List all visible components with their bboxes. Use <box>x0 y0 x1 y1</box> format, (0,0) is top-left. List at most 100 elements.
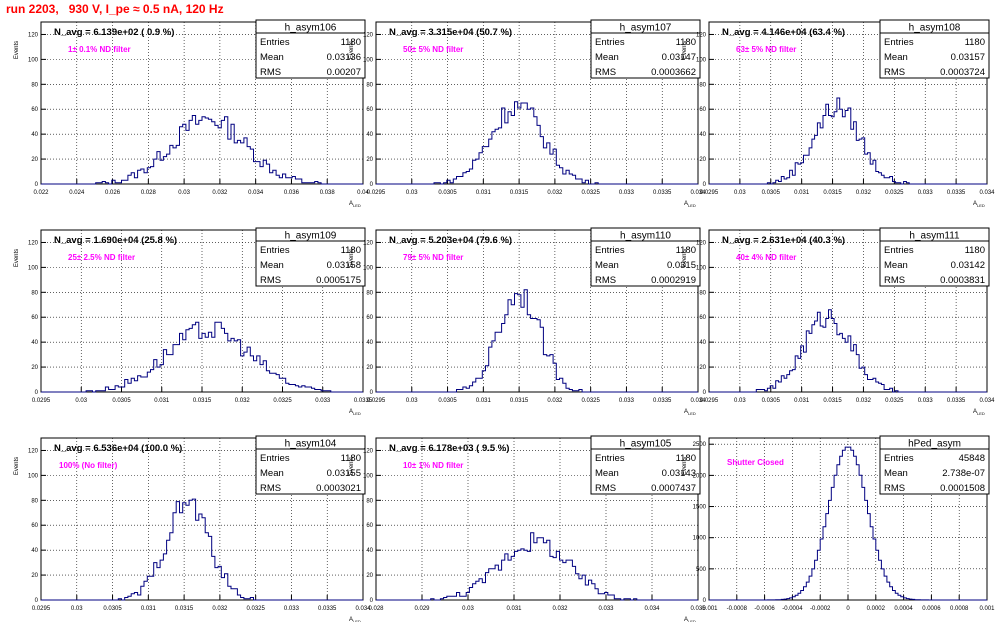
histogram-pad-h-asym111: 0.0295 0.03 0.0305 0.031 0.0315 0.032 0.0325 0.… <box>668 226 995 431</box>
stats-label-entries: Entries <box>884 453 914 464</box>
x-tick-label: 0.032 <box>552 606 568 612</box>
stats-box <box>590 435 701 495</box>
histogram-svg: 0.0295 0.03 0.0305 0.031 0.0315 0.032 0.0325 0.… <box>14 227 373 416</box>
x-tick-label: 0.026 <box>105 190 121 196</box>
histogram-line <box>376 532 698 601</box>
stats-label-rms: RMS <box>260 483 281 494</box>
x-axis-title: ALED <box>684 617 696 622</box>
stats-label-mean: Mean <box>884 468 908 479</box>
x-tick-label: 0.03 <box>406 190 418 196</box>
x-tick-label: 0.0305 <box>112 398 131 404</box>
y-tick-label: 80 <box>366 82 373 88</box>
x-tick-label: 0.0295 <box>32 398 51 404</box>
x-tick-label: 0.03 <box>178 190 190 196</box>
stats-value-rms: 0.0002919 <box>651 275 696 286</box>
x-tick-label: 0.03 <box>734 398 746 404</box>
filter-annotation: 63± 5% ND filter <box>736 45 796 54</box>
stats-label-mean: Mean <box>595 468 619 479</box>
x-tick-label: 0.001 <box>979 606 995 612</box>
x-tick-label: -0.0006 <box>754 606 775 612</box>
x-tick-label: 0.03 <box>75 398 87 404</box>
stats-value-rms: 0.00207 <box>327 67 361 78</box>
stats-value-rms: 0.0003831 <box>940 275 985 286</box>
x-tick-label: 0.0325 <box>885 398 904 404</box>
x-tick-label: 0.034 <box>979 398 995 404</box>
y-tick-label: 100 <box>363 57 374 63</box>
stats-value-mean: 0.03136 <box>327 52 361 63</box>
stats-value-entries: 1180 <box>676 245 696 256</box>
stats-value-entries: 1180 <box>965 37 985 48</box>
stats-box <box>255 227 366 287</box>
x-axis-title: ALED <box>349 409 361 416</box>
x-tick-label: 0.0325 <box>885 190 904 196</box>
y-tick-label: 40 <box>31 340 38 346</box>
stats-box <box>879 435 990 495</box>
y-tick-label: 2000 <box>693 473 707 479</box>
y-tick-label: 0 <box>703 182 707 188</box>
x-tick-label: 0.0315 <box>510 398 529 404</box>
x-tick-label: 0.0325 <box>581 190 600 196</box>
x-tick-label: 0.03 <box>71 606 83 612</box>
y-tick-label: 20 <box>31 365 38 371</box>
stats-label-rms: RMS <box>595 67 616 78</box>
y-tick-label: 40 <box>31 548 38 554</box>
histogram-svg: 0.028 0.029 0.03 0.031 0.032 0.033 0.034 0.035 0… <box>349 435 706 622</box>
x-tick-label: 0.0335 <box>947 398 966 404</box>
histogram-svg: -0.001 -0.0008 -0.0006 -0.0004 -0.0002 0 0.000… <box>682 435 995 612</box>
x-tick-label: 0.0305 <box>103 606 122 612</box>
stats-label-rms: RMS <box>260 67 281 78</box>
x-tick-label: 0.022 <box>33 190 49 196</box>
histogram-name: h_asym110 <box>620 231 671 242</box>
y-axis-title: Events <box>14 41 20 59</box>
x-tick-label: 0.032 <box>856 398 872 404</box>
y-tick-label: 60 <box>31 315 38 321</box>
x-tick-label: 0.033 <box>619 190 635 196</box>
stats-value-entries: 45848 <box>959 453 985 464</box>
histogram-pad-h-asym106: 0.022 0.024 0.026 0.028 0.03 0.032 0.034 0.036 0… <box>0 18 369 223</box>
stats-label-entries: Entries <box>595 245 625 256</box>
stats-value-entries: 1180 <box>676 453 696 464</box>
y-tick-label: 40 <box>699 132 706 138</box>
histogram-line <box>709 309 987 393</box>
x-tick-label: 0.0295 <box>367 190 386 196</box>
y-tick-label: 40 <box>31 132 38 138</box>
stats-box <box>255 435 366 495</box>
y-tick-label: 0 <box>35 390 39 396</box>
y-tick-label: 40 <box>699 340 706 346</box>
y-tick-label: 60 <box>366 107 373 113</box>
x-tick-label: 0.0006 <box>922 606 941 612</box>
histogram-pad-h-asym110: 0.0295 0.03 0.0305 0.031 0.0315 0.032 0.0325 0.… <box>335 226 706 431</box>
stats-box <box>590 19 701 79</box>
x-axis-title: ALED <box>973 409 985 416</box>
y-tick-label: 120 <box>363 240 374 246</box>
histogram-line <box>41 115 363 185</box>
histogram-pad-h-asym108: 0.0295 0.03 0.0305 0.031 0.0315 0.032 0.0325 0.… <box>668 18 995 223</box>
stats-value-entries: 1180 <box>341 453 361 464</box>
stats-label-mean: Mean <box>884 260 908 271</box>
y-tick-label: 60 <box>31 107 38 113</box>
x-tick-label: 0.034 <box>644 606 660 612</box>
histogram-pad-h-asym109: 0.0295 0.03 0.0305 0.031 0.0315 0.032 0.0325 0.… <box>0 226 373 431</box>
stats-value-entries: 1180 <box>965 245 985 256</box>
y-axis-title: Events <box>349 41 355 59</box>
histogram-pad-h-asym107: 0.0295 0.03 0.0305 0.031 0.0315 0.032 0.0325 0.… <box>335 18 706 223</box>
x-tick-label: 0.0315 <box>175 606 194 612</box>
stats-value-mean: 0.03147 <box>662 52 696 63</box>
x-tick-label: 0.03 <box>462 606 474 612</box>
x-tick-label: 0.032 <box>235 398 251 404</box>
y-tick-label: 0 <box>370 390 374 396</box>
y-tick-label: 2500 <box>693 442 707 448</box>
stats-label-entries: Entries <box>884 245 914 256</box>
stats-value-entries: 1180 <box>341 245 361 256</box>
histogram-name: h_asym104 <box>285 439 337 450</box>
x-tick-label: 0.03 <box>406 398 418 404</box>
y-tick-label: 120 <box>363 448 374 454</box>
histogram-pad-hped-asym: -0.001 -0.0008 -0.0006 -0.0004 -0.0002 0 0.000… <box>668 434 995 622</box>
x-tick-label: 0.033 <box>918 190 934 196</box>
x-tick-label: 0.0335 <box>947 190 966 196</box>
x-tick-label: 0.0315 <box>823 190 842 196</box>
x-tick-label: 0.034 <box>690 190 706 196</box>
x-tick-label: 0.032 <box>547 190 563 196</box>
histogram-name: h_asym109 <box>285 231 337 242</box>
y-tick-label: 120 <box>28 32 39 38</box>
